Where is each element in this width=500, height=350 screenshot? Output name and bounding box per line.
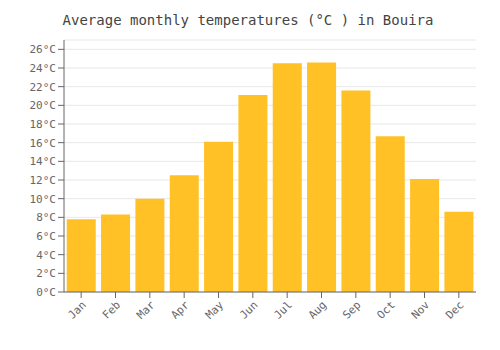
svg-text:Jun: Jun xyxy=(237,298,260,321)
svg-text:Jul: Jul xyxy=(272,298,295,321)
svg-text:6°C: 6°C xyxy=(36,230,56,243)
svg-text:22°C: 22°C xyxy=(30,81,57,94)
svg-text:Apr: Apr xyxy=(169,298,193,322)
svg-text:26°C: 26°C xyxy=(30,43,57,56)
svg-text:Sep: Sep xyxy=(340,298,363,321)
svg-text:Jan: Jan xyxy=(66,298,89,321)
svg-text:Aug: Aug xyxy=(306,298,329,321)
svg-text:Dec: Dec xyxy=(443,298,466,321)
svg-text:10°C: 10°C xyxy=(30,193,57,206)
svg-text:May: May xyxy=(203,298,227,322)
svg-text:Oct: Oct xyxy=(375,298,398,321)
svg-text:0°C: 0°C xyxy=(36,286,56,299)
svg-text:24°C: 24°C xyxy=(30,62,57,75)
svg-text:Mar: Mar xyxy=(134,298,158,322)
svg-text:Nov: Nov xyxy=(409,298,433,322)
svg-text:18°C: 18°C xyxy=(30,118,57,131)
svg-text:4°C: 4°C xyxy=(36,249,56,262)
svg-text:Feb: Feb xyxy=(100,298,123,321)
svg-text:12°C: 12°C xyxy=(30,174,57,187)
svg-text:8°C: 8°C xyxy=(36,211,56,224)
svg-text:2°C: 2°C xyxy=(36,267,56,280)
svg-text:14°C: 14°C xyxy=(30,155,57,168)
svg-text:16°C: 16°C xyxy=(30,137,57,150)
svg-text:20°C: 20°C xyxy=(30,99,57,112)
html-text:Average monthly temperatures (: Average monthly temperatures (°C ) in Bo… xyxy=(62,12,434,28)
